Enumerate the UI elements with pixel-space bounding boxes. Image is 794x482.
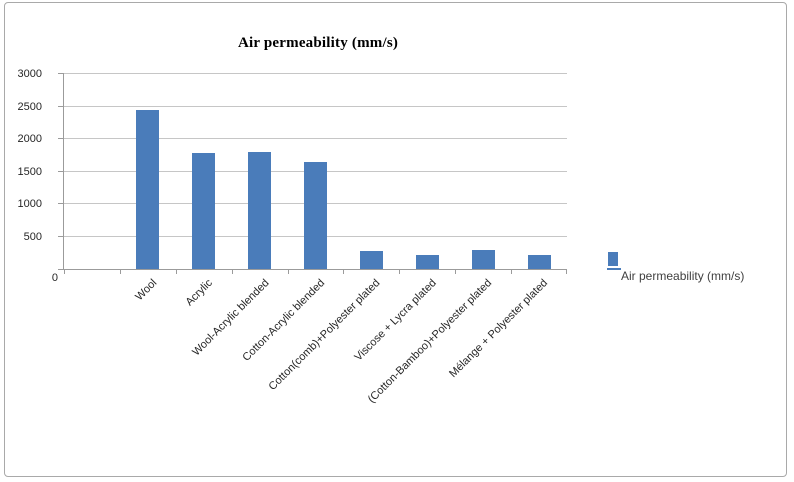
x-axis-tick xyxy=(343,269,345,274)
x-axis-tick xyxy=(287,269,289,274)
bar-cotton-comb-polyester-plated xyxy=(359,251,383,269)
y-axis-tick xyxy=(58,235,64,237)
y-axis-label: 2000 xyxy=(17,133,42,145)
y-axis-tick xyxy=(58,269,64,270)
y-axis-tick xyxy=(58,170,64,172)
legend-series-swatch-icon xyxy=(608,252,618,266)
x-axis-tick xyxy=(511,269,513,274)
gridline xyxy=(64,105,567,107)
bar-cotton-acrylic-blended xyxy=(304,162,327,269)
y-axis-tick xyxy=(58,203,64,204)
plot-area xyxy=(58,73,567,274)
x-axis-tick xyxy=(455,269,457,274)
x-axis-tick xyxy=(175,269,177,274)
chart-title: Air permeability (mm/s) xyxy=(237,35,399,51)
y-axis-label: 0 xyxy=(51,272,58,284)
y-axis-tick xyxy=(58,105,64,107)
y-axis-label: 3000 xyxy=(17,68,42,80)
x-axis-tick xyxy=(399,269,401,274)
y-axis-label: 500 xyxy=(23,230,42,243)
legend-swatch-underline xyxy=(607,268,621,270)
x-axis-tick xyxy=(566,269,567,274)
y-axis-label: 1500 xyxy=(17,165,42,178)
y-axis-label: 1000 xyxy=(17,198,42,210)
x-axis-tick xyxy=(231,269,233,274)
y-axis-label: 2500 xyxy=(17,100,42,113)
chart-outer-frame xyxy=(4,2,787,477)
bar-wool xyxy=(136,110,160,269)
gridline xyxy=(64,73,567,74)
legend-label: Air permeability (mm/s) xyxy=(621,269,745,283)
bar-cotton-bamboo-polyester-plated xyxy=(471,250,495,269)
x-axis-tick xyxy=(119,269,121,274)
bar-m-lange-polyester-plated xyxy=(527,255,551,269)
bar-viscose-lycra-plated xyxy=(415,255,439,269)
y-axis-tick xyxy=(58,138,64,139)
y-axis-tick xyxy=(58,73,64,74)
x-axis-tick xyxy=(64,269,65,274)
gridline xyxy=(64,138,567,139)
bar-wool-acrylic-blended xyxy=(248,152,272,269)
legend: Air permeability (mm/s) xyxy=(606,252,786,288)
bar-acrylic xyxy=(192,153,216,269)
